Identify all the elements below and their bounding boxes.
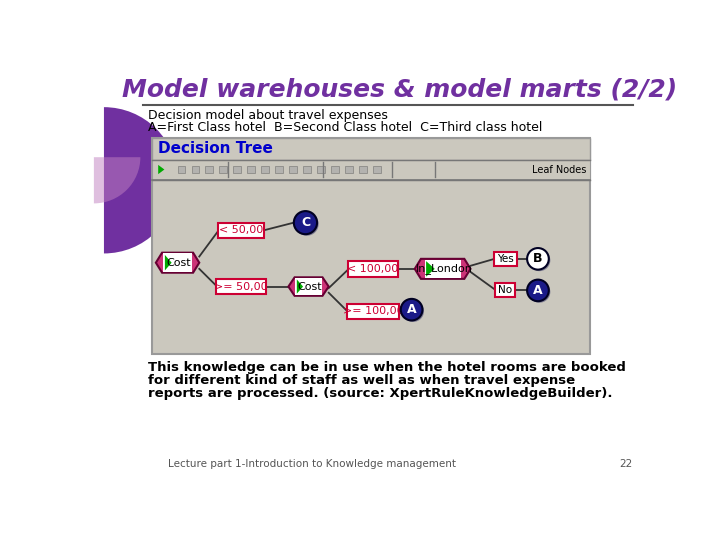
Text: >= 100,00: >= 100,00 xyxy=(343,306,403,316)
FancyBboxPatch shape xyxy=(317,166,325,173)
FancyBboxPatch shape xyxy=(295,278,322,295)
FancyBboxPatch shape xyxy=(218,222,264,238)
Text: Lecture part 1-Introduction to Knowledge management: Lecture part 1-Introduction to Knowledge… xyxy=(168,458,456,469)
FancyBboxPatch shape xyxy=(346,303,399,319)
FancyBboxPatch shape xyxy=(495,284,516,298)
FancyBboxPatch shape xyxy=(494,252,517,266)
Polygon shape xyxy=(165,255,171,271)
Text: Decision model about travel expenses: Decision model about travel expenses xyxy=(148,109,388,122)
Text: Leaf Nodes: Leaf Nodes xyxy=(531,165,586,174)
Text: Model warehouses & model marts (2/2): Model warehouses & model marts (2/2) xyxy=(122,77,678,102)
FancyBboxPatch shape xyxy=(425,260,461,278)
Text: Cost: Cost xyxy=(166,258,192,268)
Polygon shape xyxy=(156,253,199,273)
Text: for different kind of staff as well as when travel expense: for different kind of staff as well as w… xyxy=(148,374,575,387)
Text: A: A xyxy=(407,303,416,316)
FancyBboxPatch shape xyxy=(220,166,228,173)
Circle shape xyxy=(527,280,549,301)
FancyBboxPatch shape xyxy=(373,166,381,173)
Text: >= 50,00: >= 50,00 xyxy=(215,281,268,292)
FancyBboxPatch shape xyxy=(345,166,353,173)
Wedge shape xyxy=(104,107,178,253)
Text: C: C xyxy=(301,216,310,229)
FancyBboxPatch shape xyxy=(248,166,255,173)
Circle shape xyxy=(295,213,319,236)
FancyBboxPatch shape xyxy=(192,166,199,173)
Polygon shape xyxy=(426,261,435,276)
FancyBboxPatch shape xyxy=(152,159,590,179)
FancyBboxPatch shape xyxy=(261,166,269,173)
Text: Cost: Cost xyxy=(297,281,322,292)
FancyBboxPatch shape xyxy=(216,279,266,294)
FancyBboxPatch shape xyxy=(275,166,283,173)
FancyBboxPatch shape xyxy=(289,166,297,173)
FancyBboxPatch shape xyxy=(348,261,397,276)
Text: In_London: In_London xyxy=(416,264,473,274)
FancyBboxPatch shape xyxy=(331,166,339,173)
FancyBboxPatch shape xyxy=(152,138,590,354)
Text: 22: 22 xyxy=(619,458,632,469)
Text: < 100,00: < 100,00 xyxy=(347,264,398,274)
Circle shape xyxy=(528,281,550,303)
Text: Decision Tree: Decision Tree xyxy=(158,141,273,156)
Text: < 50,00: < 50,00 xyxy=(219,225,264,235)
FancyBboxPatch shape xyxy=(233,166,241,173)
FancyBboxPatch shape xyxy=(205,166,213,173)
Circle shape xyxy=(401,299,423,320)
Polygon shape xyxy=(158,165,164,174)
Polygon shape xyxy=(297,280,303,294)
Circle shape xyxy=(402,300,424,322)
Circle shape xyxy=(294,211,317,234)
Polygon shape xyxy=(289,278,329,296)
Text: reports are processed. (source: XpertRuleKnowledgeBuilder).: reports are processed. (source: XpertRul… xyxy=(148,387,613,401)
Text: B: B xyxy=(534,252,543,265)
Text: This knowledge can be in use when the hotel rooms are booked: This knowledge can be in use when the ho… xyxy=(148,361,626,374)
FancyBboxPatch shape xyxy=(303,166,311,173)
Circle shape xyxy=(527,248,549,269)
FancyBboxPatch shape xyxy=(178,166,185,173)
Text: Yes: Yes xyxy=(497,254,514,264)
Text: No: No xyxy=(498,286,513,295)
Text: A: A xyxy=(533,284,543,297)
Text: A=First Class hotel  B=Second Class hotel  C=Third class hotel: A=First Class hotel B=Second Class hotel… xyxy=(148,120,542,134)
Wedge shape xyxy=(94,157,140,204)
Polygon shape xyxy=(415,259,471,279)
FancyBboxPatch shape xyxy=(152,138,590,159)
FancyBboxPatch shape xyxy=(163,253,192,272)
Circle shape xyxy=(528,249,550,271)
FancyBboxPatch shape xyxy=(359,166,366,173)
